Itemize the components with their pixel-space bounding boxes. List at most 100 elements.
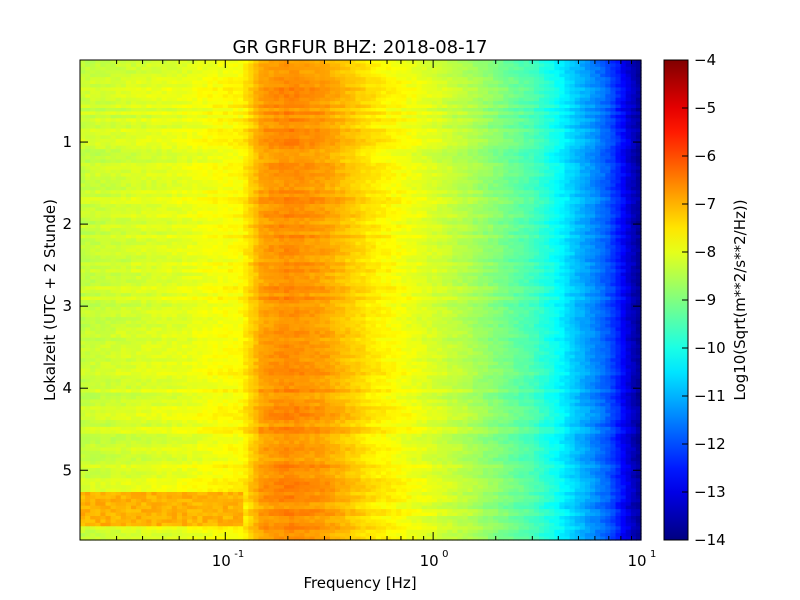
heatmap-cell [314, 66, 321, 71]
heatmap-cell [120, 159, 127, 164]
heatmap-cell [345, 94, 351, 99]
heatmap-cell [391, 111, 397, 116]
heatmap-cell [416, 207, 423, 212]
heatmap-cell [533, 186, 540, 191]
heatmap-cell [396, 149, 402, 154]
heatmap-cell [171, 135, 178, 140]
heatmap-cell [401, 114, 407, 119]
heatmap-cell [182, 90, 188, 95]
heatmap-cell [544, 197, 550, 202]
heatmap-cell [482, 183, 489, 188]
heatmap-cell [192, 207, 198, 212]
heatmap-cell [472, 94, 479, 99]
heatmap-cell [125, 176, 132, 181]
heatmap-cell [533, 70, 540, 75]
heatmap-cell [528, 121, 535, 126]
heatmap-cell [498, 121, 504, 126]
heatmap-cell [258, 190, 265, 195]
heatmap-cell [197, 135, 203, 140]
heatmap-cell [253, 77, 260, 82]
heatmap-cell [482, 101, 489, 106]
heatmap-cell [437, 114, 443, 119]
heatmap-cell [355, 101, 362, 106]
heatmap-cell [590, 156, 596, 161]
heatmap-cell [564, 193, 571, 198]
heatmap-cell [284, 214, 290, 219]
heatmap-cell [85, 104, 91, 109]
heatmap-cell [533, 162, 540, 167]
heatmap-cell [431, 204, 438, 209]
heatmap-cell [141, 210, 147, 215]
heatmap-cell [110, 125, 117, 130]
heatmap-cell [635, 138, 642, 143]
heatmap-cell [442, 207, 448, 212]
heatmap-cell [350, 101, 356, 106]
heatmap-cell [610, 108, 617, 113]
heatmap-cell [278, 70, 285, 75]
heatmap-cell [258, 87, 265, 92]
heatmap-cell [329, 60, 336, 65]
heatmap-cell [549, 114, 555, 119]
heatmap-cell [610, 193, 617, 198]
heatmap-cell [533, 94, 540, 99]
heatmap-cell [110, 121, 117, 126]
heatmap-cell [319, 207, 326, 212]
heatmap-cell [110, 77, 117, 82]
heatmap-cell [559, 173, 566, 178]
heatmap-cell [166, 60, 173, 65]
heatmap-cell [217, 101, 224, 106]
heatmap-cell [447, 162, 453, 167]
heatmap-cell [253, 73, 260, 78]
heatmap-cell [498, 190, 504, 195]
heatmap-cell [187, 176, 193, 181]
heatmap-cell [452, 197, 458, 202]
heatmap-cell [595, 121, 601, 126]
heatmap-cell [248, 207, 254, 212]
heatmap-cell [421, 80, 428, 85]
heatmap-cell [253, 104, 260, 109]
heatmap-cell [600, 84, 606, 89]
heatmap-cell [273, 190, 280, 195]
heatmap-cell [309, 101, 316, 106]
heatmap-cell [171, 173, 178, 178]
heatmap-cell [238, 104, 244, 109]
heatmap-cell [462, 166, 469, 171]
heatmap-cell [605, 73, 611, 78]
heatmap-cell [324, 210, 331, 215]
heatmap-cell [544, 135, 550, 140]
heatmap-cell [600, 190, 606, 195]
heatmap-cell [258, 138, 265, 143]
heatmap-cell [268, 73, 275, 78]
heatmap-cell [600, 142, 606, 147]
heatmap-cell [518, 104, 525, 109]
heatmap-cell [605, 186, 611, 191]
heatmap-cell [243, 169, 249, 174]
heatmap-cell [146, 204, 152, 209]
heatmap-cell [268, 207, 275, 212]
heatmap-cell [493, 142, 499, 147]
heatmap-cell [125, 190, 132, 195]
heatmap-cell [110, 87, 117, 92]
heatmap-cell [539, 186, 545, 191]
heatmap-cell [447, 138, 453, 143]
heatmap-cell [243, 118, 249, 123]
heatmap-cell [329, 138, 336, 143]
heatmap-cell [151, 125, 158, 130]
heatmap-cell [554, 60, 560, 65]
heatmap-cell [284, 125, 290, 130]
heatmap-cell [498, 180, 504, 185]
heatmap-cell [600, 66, 606, 71]
heatmap-cell [110, 197, 117, 202]
heatmap-cell [442, 132, 448, 137]
heatmap-cell [202, 159, 209, 164]
heatmap-cell [212, 118, 219, 123]
heatmap-cell [202, 87, 209, 92]
heatmap-cell [284, 80, 290, 85]
heatmap-cell [217, 118, 224, 123]
heatmap-cell [426, 73, 433, 78]
heatmap-cell [136, 84, 142, 89]
heatmap-cell [146, 190, 152, 195]
heatmap-cell [284, 180, 290, 185]
heatmap-cell [233, 80, 239, 85]
heatmap-cell [278, 152, 285, 157]
